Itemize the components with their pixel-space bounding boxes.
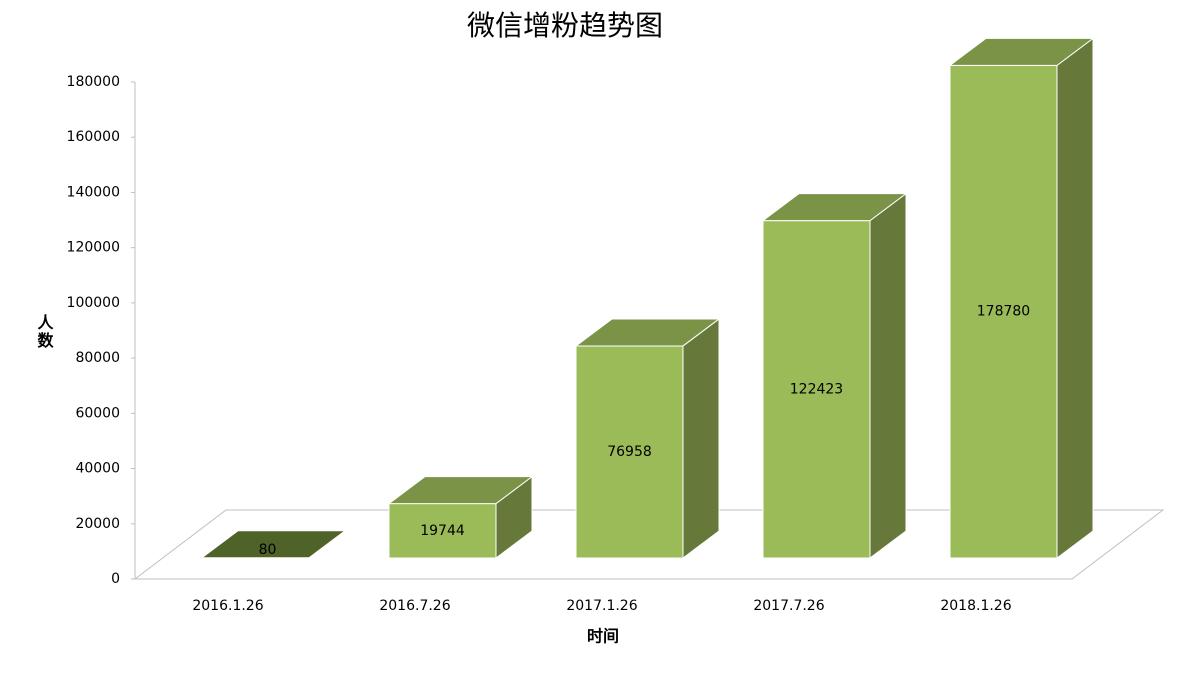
x-tick-label: 2016.7.26 xyxy=(379,598,450,614)
x-tick-label: 2016.1.26 xyxy=(192,598,263,614)
bar xyxy=(762,220,871,559)
bar xyxy=(949,64,1058,559)
bar-side xyxy=(682,317,720,559)
data-label: 178780 xyxy=(977,304,1030,320)
y-tick-label: 60000 xyxy=(75,405,120,421)
y-tick-label: 140000 xyxy=(67,184,120,200)
x-axis-label: 时间 xyxy=(587,627,619,646)
bar-top xyxy=(574,318,721,347)
chart-title: 微信增粉趋势图 xyxy=(467,9,663,42)
data-label: 19744 xyxy=(420,523,465,539)
x-tick-label: 2017.1.26 xyxy=(566,598,637,614)
y-tick-label: 0 xyxy=(111,571,120,587)
data-label: 80 xyxy=(259,542,277,558)
bar xyxy=(200,530,347,559)
x-tick-label: 2017.7.26 xyxy=(753,598,824,614)
y-axis-label: 人数 xyxy=(35,314,54,350)
bar xyxy=(575,345,684,559)
y-tick-label: 120000 xyxy=(67,240,120,256)
bar-side xyxy=(869,192,907,559)
x-tick-label: 2018.1.26 xyxy=(940,598,1011,614)
y-tick-label: 180000 xyxy=(67,74,120,90)
y-tick-label: 40000 xyxy=(75,461,120,477)
data-label: 122423 xyxy=(790,381,843,397)
y-tick-label: 80000 xyxy=(75,350,120,366)
bar-top xyxy=(761,193,908,222)
bar-top xyxy=(948,37,1095,66)
bar-side xyxy=(1056,37,1094,559)
data-label: 76958 xyxy=(607,444,652,460)
y-tick-label: 20000 xyxy=(75,516,120,532)
y-tick-label: 160000 xyxy=(67,129,120,145)
y-tick-label: 100000 xyxy=(67,295,120,311)
bar-top xyxy=(387,476,534,505)
